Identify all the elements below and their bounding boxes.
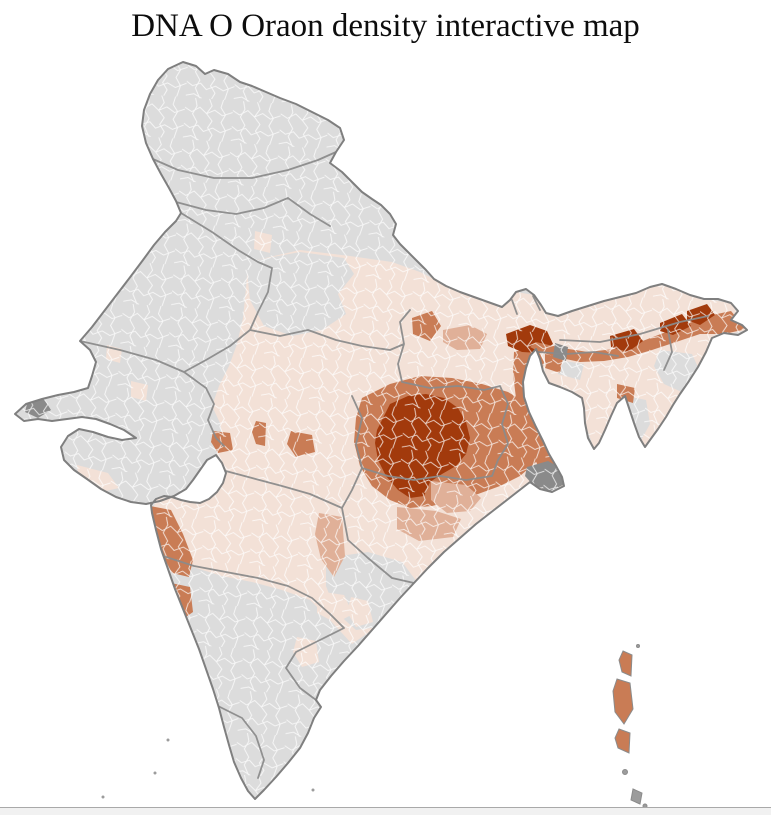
island-middle-andaman[interactable] — [612, 678, 634, 725]
andaman-nicobar-islands[interactable] — [612, 644, 648, 809]
island-north-andaman[interactable] — [618, 650, 633, 677]
island-south-andaman[interactable] — [614, 728, 631, 754]
islet-lakshadweep-1[interactable] — [166, 738, 170, 742]
islet-lakshadweep-3[interactable] — [101, 795, 105, 799]
state-borders — [79, 151, 709, 779]
island-nicobar-2[interactable] — [630, 788, 643, 805]
lakshadweep-islands[interactable] — [101, 738, 315, 799]
island-speck-east[interactable] — [636, 644, 640, 648]
island-nicobar-1[interactable] — [622, 769, 628, 775]
horizontal-scrollbar[interactable] — [0, 807, 771, 815]
islet-lakshadweep-2[interactable] — [153, 771, 157, 775]
page-title: DNA O Oraon density interactive map — [131, 8, 640, 44]
islet-south-tip[interactable] — [311, 788, 315, 792]
